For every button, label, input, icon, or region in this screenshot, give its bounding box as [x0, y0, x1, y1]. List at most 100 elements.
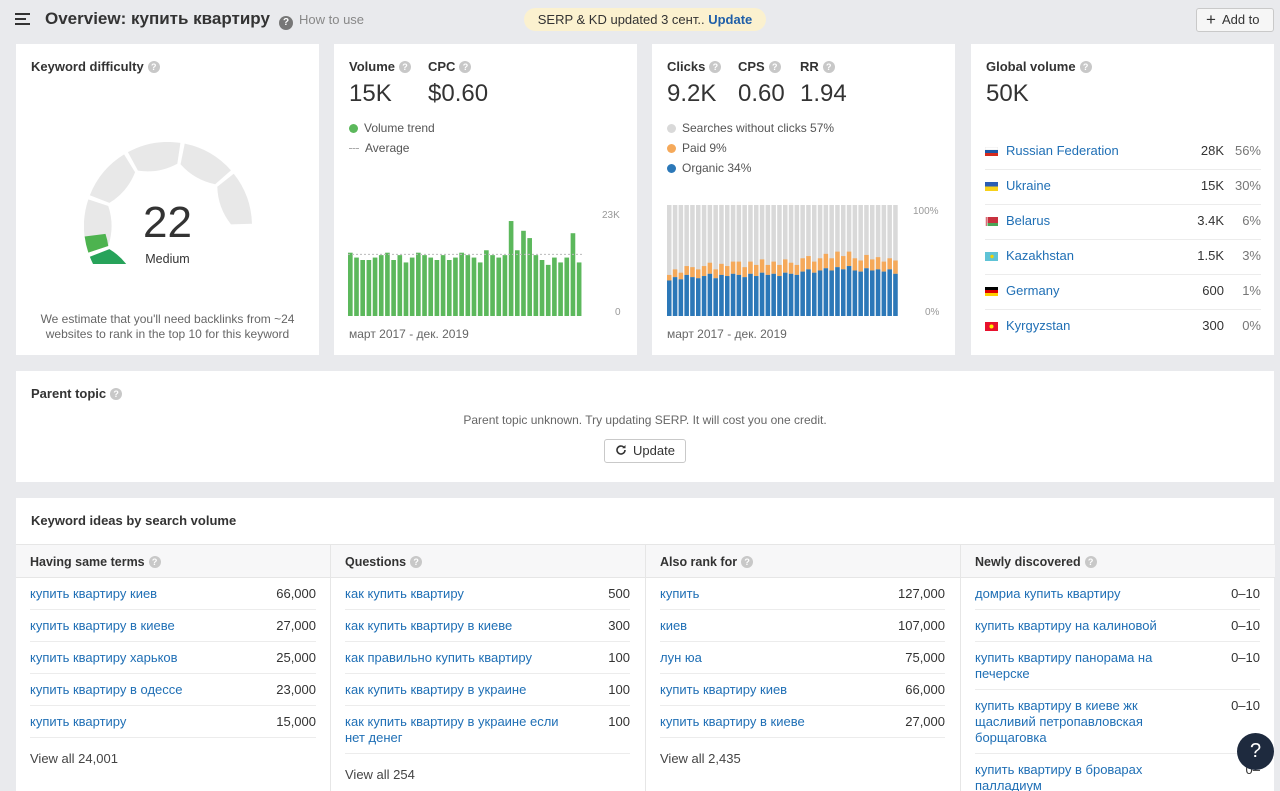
organic-bar[interactable] [730, 273, 736, 316]
paid-bar[interactable] [794, 264, 800, 275]
volume-bar[interactable] [502, 255, 508, 316]
volume-bar[interactable] [409, 257, 415, 316]
paid-bar[interactable] [684, 266, 689, 275]
organic-bar[interactable] [713, 278, 718, 316]
organic-bar[interactable] [841, 269, 846, 316]
organic-bar[interactable] [690, 277, 695, 316]
no-clicks-bar[interactable] [736, 205, 742, 316]
view-all-link[interactable]: View all 254 [345, 767, 415, 782]
help-icon[interactable]: ? [1079, 61, 1092, 73]
paid-bar[interactable] [870, 259, 875, 271]
help-icon[interactable]: ? [459, 61, 472, 73]
organic-bar[interactable] [794, 274, 800, 316]
organic-bar[interactable] [748, 273, 753, 316]
keyword-link[interactable]: как правильно купить квартиру [345, 650, 532, 665]
view-all-link[interactable]: View all 2,435 [660, 751, 741, 766]
volume-bar[interactable] [459, 252, 464, 316]
volume-bar[interactable] [428, 257, 434, 316]
volume-bar[interactable] [385, 252, 390, 316]
help-icon[interactable]: ? [822, 61, 835, 73]
no-clicks-bar[interactable] [765, 205, 771, 316]
organic-bar[interactable] [678, 279, 684, 316]
keyword-link[interactable]: киев [660, 618, 688, 633]
paid-bar[interactable] [771, 261, 776, 274]
paid-bar[interactable] [736, 261, 742, 275]
volume-bar[interactable] [403, 262, 409, 316]
organic-bar[interactable] [852, 270, 858, 316]
organic-bar[interactable] [759, 272, 765, 316]
no-clicks-bar[interactable] [725, 205, 730, 316]
no-clicks-bar[interactable] [754, 205, 759, 316]
volume-bar[interactable] [484, 250, 489, 316]
no-clicks-bar[interactable] [730, 205, 736, 316]
paid-bar[interactable] [835, 251, 840, 268]
keyword-link[interactable]: купить квартиру в киеве [660, 714, 805, 729]
no-clicks-bar[interactable] [667, 205, 672, 316]
volume-bar[interactable] [570, 233, 576, 316]
paid-bar[interactable] [667, 274, 672, 281]
volume-bar[interactable] [539, 260, 545, 316]
no-clicks-bar[interactable] [713, 205, 718, 316]
paid-bar[interactable] [852, 258, 858, 271]
volume-bar[interactable] [576, 262, 582, 316]
organic-bar[interactable] [701, 276, 707, 316]
organic-bar[interactable] [835, 267, 840, 316]
organic-bar[interactable] [881, 271, 887, 316]
paid-bar[interactable] [783, 259, 788, 273]
keyword-link[interactable]: купить квартиру в киеве жк щасливий петр… [975, 698, 1143, 745]
help-icon[interactable]: ? [709, 61, 722, 73]
organic-bar[interactable] [783, 272, 788, 316]
organic-bar[interactable] [858, 271, 863, 316]
keyword-link[interactable]: купить квартиру в одессе [30, 682, 183, 697]
organic-bar[interactable] [719, 274, 724, 316]
volume-bar[interactable] [521, 230, 526, 316]
help-icon[interactable]: ? [410, 556, 423, 568]
paid-bar[interactable] [730, 261, 736, 274]
paid-bar[interactable] [887, 258, 892, 270]
paid-bar[interactable] [672, 269, 678, 278]
country-name-link[interactable]: Kyrgyzstan [1006, 318, 1071, 333]
help-icon[interactable]: ? [148, 556, 161, 568]
organic-bar[interactable] [800, 271, 805, 316]
organic-bar[interactable] [725, 276, 730, 316]
organic-bar[interactable] [736, 274, 742, 316]
country-name-link[interactable]: Germany [1006, 283, 1060, 298]
no-clicks-bar[interactable] [701, 205, 707, 316]
volume-bar[interactable] [440, 255, 446, 316]
keyword-link[interactable]: купить квартиру в броварах палладиум [975, 762, 1143, 791]
no-clicks-bar[interactable] [719, 205, 724, 316]
volume-bar[interactable] [416, 252, 421, 316]
organic-bar[interactable] [870, 270, 875, 316]
no-clicks-bar[interactable] [696, 205, 701, 316]
volume-bar[interactable] [372, 257, 378, 316]
keyword-link[interactable]: лун юа [660, 650, 702, 665]
organic-bar[interactable] [777, 276, 782, 316]
keyword-link[interactable]: как купить квартиру [345, 586, 464, 601]
organic-bar[interactable] [707, 273, 713, 316]
paid-bar[interactable] [812, 261, 817, 273]
keyword-link[interactable]: купить квартиру харьков [30, 650, 178, 665]
keyword-link[interactable]: как купить квартиру в киеве [345, 618, 513, 633]
help-chat-button[interactable]: ? [1237, 733, 1274, 770]
country-name-link[interactable]: Ukraine [1006, 178, 1051, 193]
no-clicks-bar[interactable] [742, 205, 747, 316]
volume-bar[interactable] [527, 238, 532, 316]
organic-bar[interactable] [771, 273, 776, 316]
organic-bar[interactable] [846, 266, 852, 316]
paid-bar[interactable] [864, 254, 869, 269]
volume-bar[interactable] [533, 255, 539, 316]
paid-bar[interactable] [777, 264, 782, 277]
keyword-link[interactable]: купить квартиру киев [30, 586, 158, 601]
no-clicks-bar[interactable] [788, 205, 794, 316]
help-icon[interactable]: ? [1084, 556, 1097, 568]
help-icon[interactable]: ? [768, 61, 781, 73]
paid-bar[interactable] [725, 266, 730, 277]
volume-bar[interactable] [453, 257, 458, 316]
organic-bar[interactable] [667, 280, 672, 316]
organic-bar[interactable] [887, 269, 892, 316]
volume-bar[interactable] [354, 257, 359, 316]
volume-bar[interactable] [391, 260, 396, 316]
organic-bar[interactable] [754, 276, 759, 316]
volume-bar[interactable] [465, 255, 471, 316]
paid-bar[interactable] [678, 272, 684, 280]
